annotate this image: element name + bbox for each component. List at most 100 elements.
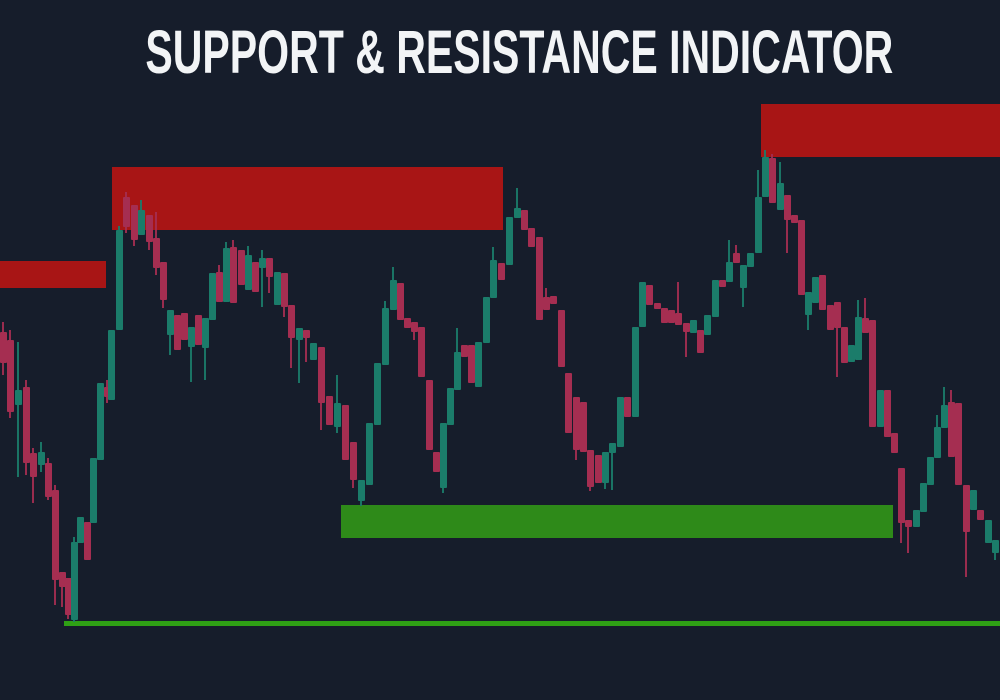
candle-bull — [985, 520, 992, 543]
candle-bear — [418, 327, 425, 377]
candle-bull — [475, 342, 482, 387]
candle-bear — [733, 253, 740, 263]
candle-wick — [17, 342, 19, 477]
candle-bear — [587, 450, 594, 487]
candle-bear — [769, 158, 776, 203]
candle-bear — [827, 305, 834, 330]
candle-bull — [90, 458, 97, 523]
candle-bull — [274, 272, 281, 305]
candle-bull — [602, 452, 609, 483]
candle-bear — [963, 485, 970, 532]
candle-wick — [261, 250, 263, 307]
candle-bull — [483, 297, 490, 343]
candle-bull — [927, 457, 934, 485]
candle-bear — [791, 215, 798, 223]
support-zone-bottom — [341, 505, 893, 538]
candle-bull — [116, 230, 123, 330]
candle-bull — [71, 542, 78, 620]
candle-bear — [905, 520, 912, 527]
candle-wick — [611, 443, 613, 490]
candle-bear — [288, 305, 295, 338]
candle-wick — [907, 520, 909, 553]
candle-bull — [447, 388, 454, 425]
candle-bull — [970, 490, 977, 510]
candle-bear — [798, 220, 805, 295]
page-title: SUPPORT & RESISTANCE INDICATOR — [0, 21, 1000, 83]
candle-wick — [516, 188, 518, 218]
candle-bear — [697, 330, 704, 353]
candle-bull — [454, 352, 461, 390]
candle-bear — [661, 308, 668, 323]
candle-bull — [440, 423, 447, 488]
candle-bear — [65, 578, 72, 615]
candle-bear — [675, 313, 682, 325]
candle-bear — [784, 195, 791, 220]
candle-bull — [15, 390, 22, 405]
candle-wick — [298, 328, 300, 383]
page-title-text: SUPPORT & RESISTANCE INDICATOR — [145, 17, 894, 87]
candle-bull — [108, 330, 115, 400]
candle-bear — [719, 280, 726, 287]
candle-bear — [342, 405, 349, 460]
candle-bear — [977, 510, 984, 520]
candle-bear — [536, 237, 543, 320]
candle-bear — [595, 455, 602, 483]
candle-bull — [382, 308, 389, 365]
candle-bull — [632, 327, 639, 417]
candle-bear — [281, 273, 288, 307]
candle-bull — [506, 217, 513, 265]
candle-bear — [195, 315, 202, 345]
resistance-zone-middle — [112, 167, 503, 230]
candle-bull — [358, 480, 365, 501]
candle-bull — [188, 327, 195, 347]
candle-bear — [350, 442, 357, 480]
candle-bear — [498, 263, 505, 280]
candle-bear — [45, 463, 52, 497]
candle-bull — [877, 390, 884, 427]
candle-bear — [550, 296, 557, 304]
candle-bear — [23, 387, 30, 463]
candle-bear — [303, 330, 310, 338]
candle-bear — [146, 215, 153, 242]
candle-bull — [366, 423, 373, 485]
candle-wick — [190, 327, 192, 382]
candle-bear — [884, 390, 891, 437]
support-line-bottom — [64, 621, 1000, 626]
candle-bull — [639, 282, 646, 327]
candle-bull — [97, 383, 104, 460]
candle-bear — [646, 285, 653, 305]
candle-wick — [836, 302, 838, 377]
resistance-zone-left — [0, 261, 106, 288]
candle-bull — [490, 260, 497, 298]
candle-bull — [777, 183, 784, 210]
candle-bull — [848, 345, 855, 362]
candle-bear — [7, 340, 14, 412]
candle-bear — [326, 396, 333, 425]
candle-bear — [266, 258, 273, 277]
candle-bear — [104, 387, 111, 397]
candle-bull — [617, 397, 624, 447]
candle-bear — [30, 453, 37, 477]
candle-bear — [565, 373, 572, 433]
candle-bear — [468, 345, 475, 383]
candle-bull — [755, 197, 762, 253]
candle-wick — [61, 572, 63, 607]
candle-bull — [690, 320, 697, 333]
candle-bull — [209, 273, 216, 320]
candle-bear — [84, 522, 91, 560]
candle-bear — [891, 433, 898, 453]
candle-bear — [955, 403, 962, 485]
candle-bull — [712, 280, 719, 317]
candle-bear — [841, 327, 848, 363]
candle-bear — [461, 345, 468, 357]
candle-bear — [948, 402, 955, 457]
candle-bull — [310, 343, 317, 360]
resistance-zone-right — [761, 104, 1000, 157]
candle-bull — [913, 510, 920, 527]
candle-bull — [762, 157, 769, 197]
candle-bear — [0, 332, 7, 363]
candle-bull — [747, 253, 754, 267]
candle-bull — [77, 517, 84, 543]
candle-bull — [259, 258, 266, 268]
